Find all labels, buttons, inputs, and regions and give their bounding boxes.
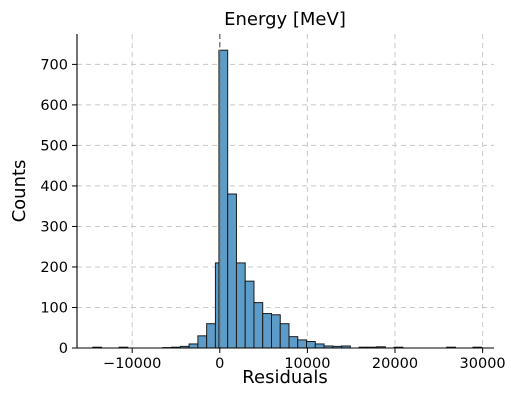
y-tick-label: 200 — [40, 260, 68, 276]
y-tick-label: 300 — [40, 219, 68, 235]
histogram-bar — [314, 343, 325, 349]
x-tick-label: 10000 — [284, 356, 330, 372]
y-tick-label: 700 — [40, 57, 68, 73]
x-tick-label: 30000 — [460, 356, 506, 372]
histogram-bar — [306, 341, 316, 349]
y-tick-label: 600 — [40, 98, 68, 114]
histogram-bar — [227, 193, 237, 349]
histogram-bar — [244, 280, 255, 349]
histogram-bar — [206, 323, 216, 349]
x-axis-ticks: −10000 0 10000 20000 30000 — [103, 348, 506, 372]
histogram-bars — [92, 49, 483, 349]
chart-title: Energy [MeV] — [224, 9, 346, 30]
y-tick-label: 400 — [40, 179, 68, 195]
x-axis-label: Residuals — [242, 367, 327, 388]
histogram-bar — [197, 335, 208, 349]
y-tick-label: 500 — [40, 138, 68, 154]
histogram-bar — [279, 323, 290, 349]
x-tick-label: 0 — [215, 356, 224, 372]
histogram-bar — [188, 343, 199, 349]
y-tick-label: 0 — [59, 341, 68, 357]
x-tick-label: −10000 — [103, 356, 161, 372]
y-axis-label: Counts — [9, 160, 30, 223]
y-tick-label: 100 — [40, 300, 68, 316]
histogram-bar — [288, 336, 299, 349]
grid-lines — [77, 34, 494, 348]
y-axis-ticks: 0 100 200 300 400 500 600 700 — [40, 57, 77, 357]
histogram-bar — [253, 302, 264, 349]
histogram-bar — [262, 313, 272, 349]
histogram-bar — [235, 262, 246, 349]
histogram-bar — [297, 339, 308, 349]
x-tick-label: 20000 — [372, 356, 418, 372]
histogram-bar — [270, 314, 281, 349]
